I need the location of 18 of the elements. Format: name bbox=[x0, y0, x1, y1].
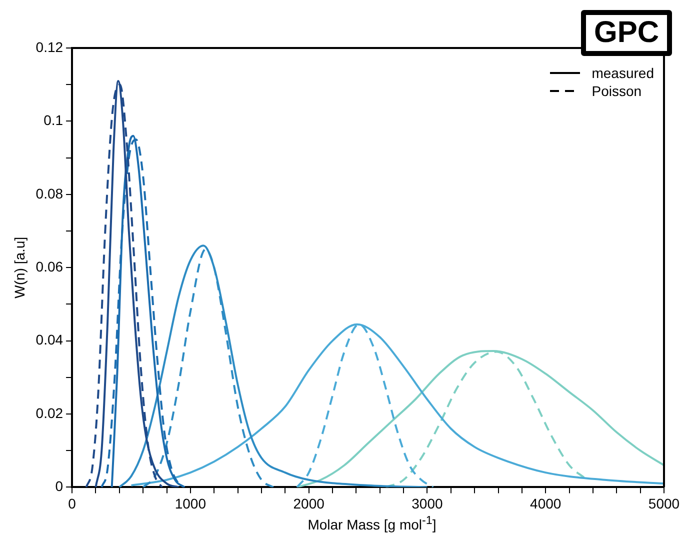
x-tick-label: 4000 bbox=[530, 495, 562, 512]
x-tick-label: 3000 bbox=[412, 495, 443, 512]
annotation: GPC bbox=[580, 10, 672, 56]
y-tick-label: 0.06 bbox=[36, 258, 64, 274]
y-tick-label: 0.08 bbox=[36, 185, 64, 202]
y-axis-title: W(n) [a.u] bbox=[11, 236, 28, 298]
x-axis-title: Molar Mass [g mol$^{-1}$] bbox=[306, 514, 438, 533]
y-tick-label: 0.02 bbox=[36, 404, 64, 421]
y-tick-label: 0.12 bbox=[36, 38, 64, 55]
y-tick-label: 0.1 bbox=[44, 112, 64, 128]
annotation: Poisson bbox=[592, 82, 642, 100]
x-tick-label: 1000 bbox=[174, 495, 206, 512]
y-tick-label: 0 bbox=[55, 478, 64, 494]
x-tick-label: 0 bbox=[68, 495, 76, 512]
y-tick-label: 0.04 bbox=[36, 332, 64, 348]
x-tick-label: 5000 bbox=[648, 495, 680, 512]
annotation: measured bbox=[592, 64, 654, 82]
x-tick-label: 2000 bbox=[293, 495, 325, 512]
